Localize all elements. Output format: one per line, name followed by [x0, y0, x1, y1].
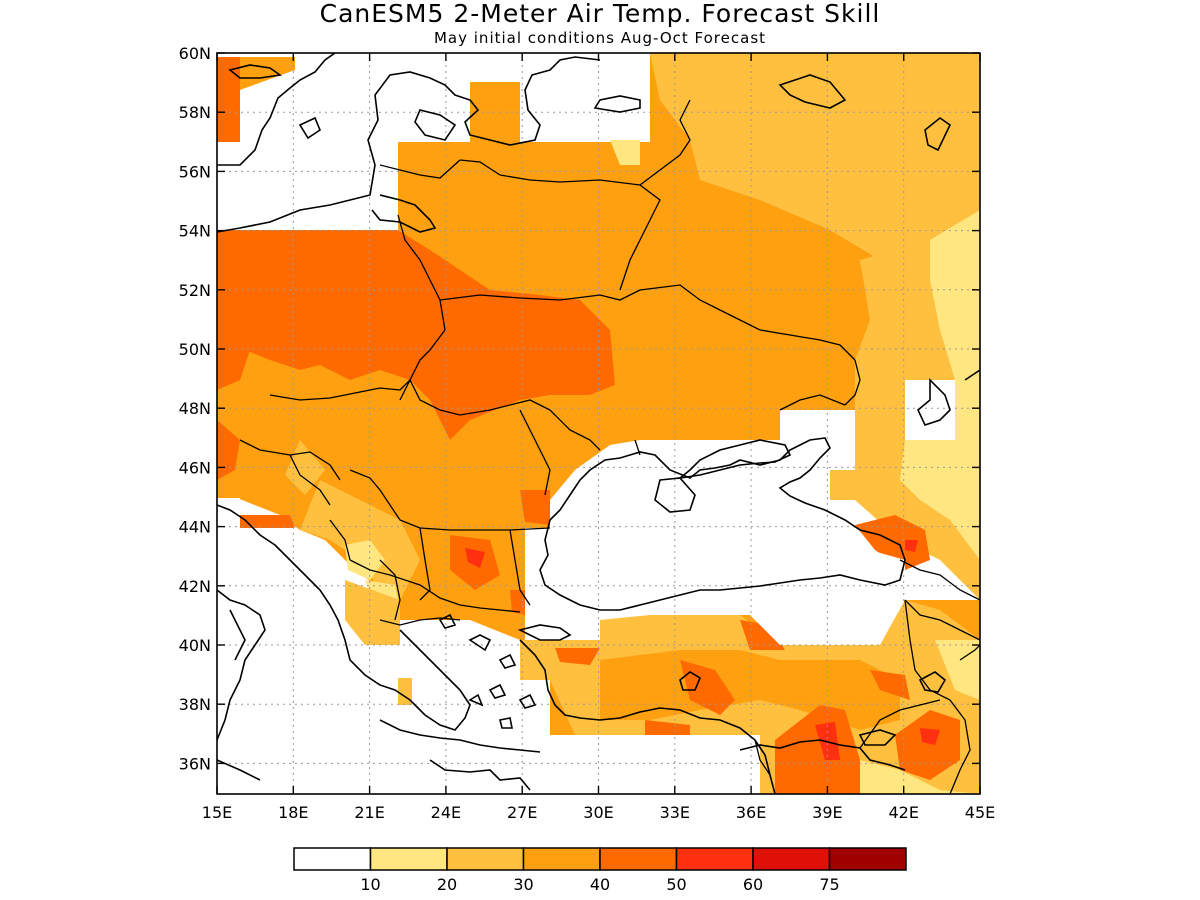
colorbar-label: 75 [819, 875, 839, 894]
colorbar-swatch [752, 847, 831, 871]
map-subtitle: May initial conditions Aug-Oct Forecast [433, 29, 767, 47]
lon-tick-label: 39E [812, 803, 842, 822]
skill-region [860, 760, 980, 794]
lat-tick-label: 40N [179, 636, 211, 655]
colorbar-legend: 10 20 30 40 50 60 75 [293, 847, 907, 894]
skill-region [610, 140, 640, 165]
colorbar-swatch [522, 847, 601, 871]
colorbar-swatch [369, 847, 448, 871]
colorbar-swatch [599, 847, 678, 871]
latitude-axis: 60N 58N 56N 54N 52N 50N 48N 46N 44N 42N 40N 38N 36N [179, 44, 211, 773]
lat-tick-label: 36N [179, 754, 211, 773]
lon-tick-label: 33E [660, 803, 690, 822]
skill-region [240, 515, 295, 528]
skill-region [217, 420, 240, 480]
colorbar-label: 10 [360, 875, 380, 894]
lon-tick-label: 42E [888, 803, 918, 822]
lon-tick-label: 24E [431, 803, 461, 822]
colorbar-label: 50 [666, 875, 686, 894]
skill-region [815, 722, 840, 760]
skill-region [855, 515, 930, 570]
lat-tick-label: 56N [179, 162, 211, 181]
colorbar-swatch [293, 847, 372, 871]
skill-region [650, 53, 980, 260]
lat-tick-label: 42N [179, 577, 211, 596]
no-skill-mask [217, 498, 760, 794]
colorbar-label: 30 [513, 875, 533, 894]
lat-tick-label: 38N [179, 695, 211, 714]
lat-tick-label: 52N [179, 281, 211, 300]
coastline-layer [217, 53, 980, 794]
lon-tick-label: 27E [507, 803, 537, 822]
no-skill-mask [217, 53, 650, 230]
colorbar-label: 40 [590, 875, 610, 894]
skill-region [217, 57, 240, 142]
skill-region [920, 728, 940, 745]
skill-region [895, 710, 960, 780]
lat-tick-label: 54N [179, 222, 211, 241]
lat-tick-label: 58N [179, 103, 211, 122]
colorbar-swatch [675, 847, 754, 871]
skill-region [870, 670, 910, 700]
skill-region [775, 705, 860, 794]
colorbar-label: 20 [437, 875, 457, 894]
colorbar-label: 60 [743, 875, 763, 894]
skill-field-layer [217, 53, 980, 794]
skill-region [520, 490, 550, 525]
lon-tick-label: 18E [278, 803, 308, 822]
skill-region [930, 210, 980, 380]
skill-region [217, 230, 615, 440]
lat-tick-label: 48N [179, 399, 211, 418]
border-layer [239, 99, 980, 794]
skill-region [217, 350, 250, 390]
lon-tick-label: 21E [354, 803, 384, 822]
skill-region [555, 648, 600, 665]
colorbar-swatch [446, 847, 525, 871]
skill-region [510, 590, 525, 615]
skill-region [900, 380, 980, 560]
lon-tick-label: 30E [583, 803, 613, 822]
lon-tick-label: 45E [965, 803, 995, 822]
no-skill-mask [905, 380, 955, 440]
graticule [217, 53, 980, 794]
lat-tick-label: 60N [179, 44, 211, 63]
lon-tick-label: 15E [202, 803, 232, 822]
skill-region [905, 540, 918, 552]
lat-tick-label: 50N [179, 340, 211, 359]
colorbar-swatch [828, 847, 907, 871]
skill-region [240, 57, 295, 90]
lat-tick-label: 44N [179, 518, 211, 537]
skill-region [345, 580, 400, 645]
lat-tick-label: 46N [179, 458, 211, 477]
skill-region [935, 640, 980, 700]
skill-region [345, 540, 385, 580]
axis-ticks [216, 52, 981, 794]
skill-region [465, 548, 485, 568]
map-title: CanESM5 2-Meter Air Temp. Forecast Skill [319, 0, 881, 28]
longitude-axis: 15E 18E 21E 24E 27E 30E 33E 36E 39E 42E 45E [202, 803, 995, 822]
lon-tick-label: 36E [736, 803, 766, 822]
